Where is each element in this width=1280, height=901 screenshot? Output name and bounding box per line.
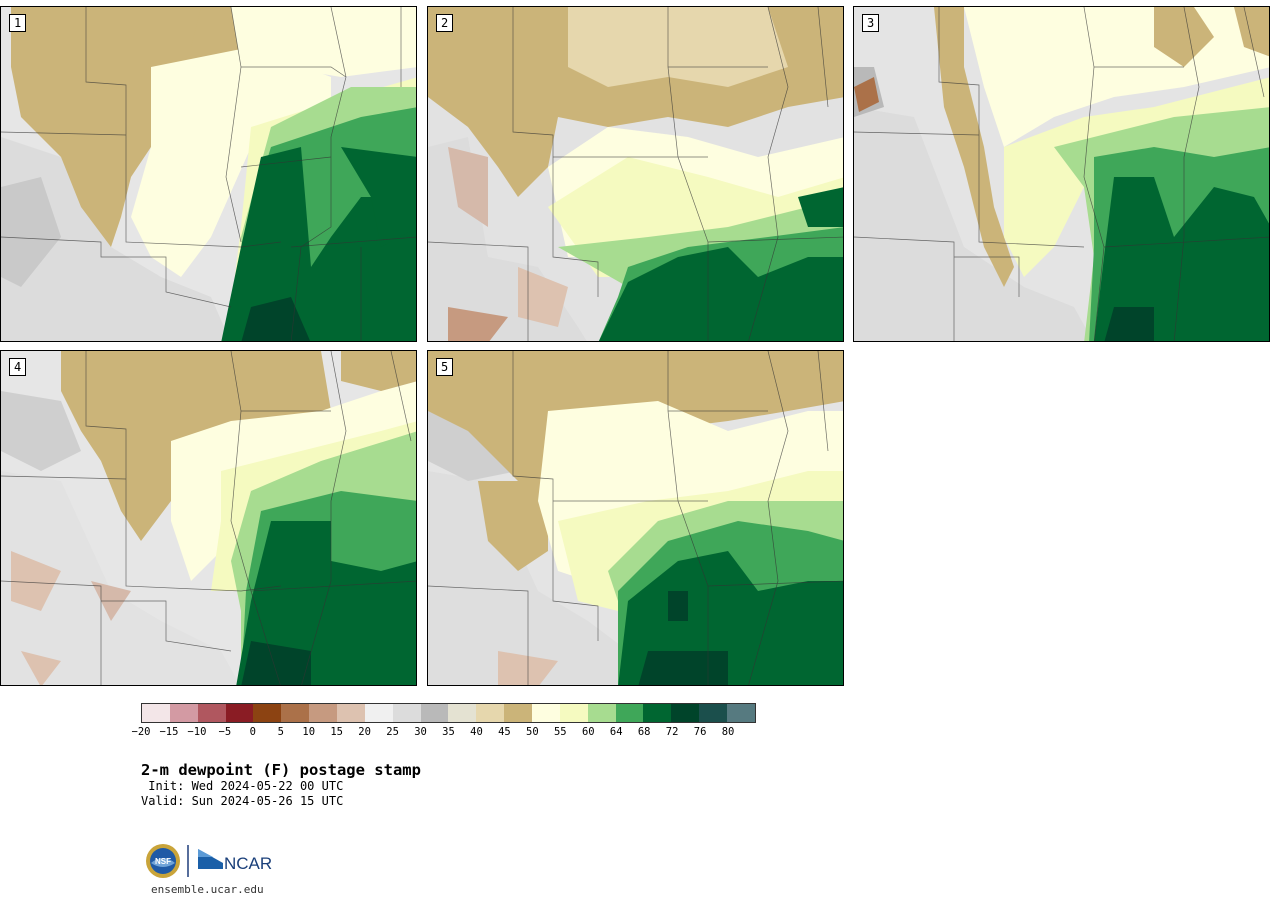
colorbar-segment [699, 704, 728, 722]
colorbar-segment [281, 704, 310, 722]
colorbar-tick-label: 60 [581, 726, 595, 738]
colorbar-tick-label: 0 [249, 726, 256, 738]
valid-time: Valid: Sun 2024-05-26 15 UTC [141, 794, 344, 808]
colorbar-tick-label: 50 [526, 726, 539, 738]
init-time: Init: Wed 2024-05-22 00 UTC [141, 779, 344, 793]
colorbar-tick-label: 64 [609, 726, 623, 738]
colorbar-segment [476, 704, 505, 722]
colorbar-tick-label: −10 [187, 726, 207, 738]
colorbar-segment [587, 704, 616, 722]
colorbar-segment [169, 704, 198, 722]
colorbar [141, 703, 756, 723]
colorbar-segment [197, 704, 226, 722]
colorbar-tick-label: 76 [693, 726, 707, 738]
ncar-logo-icon: NCAR [198, 849, 272, 873]
colorbar-tick-label: 68 [637, 726, 651, 738]
colorbar-tick-label: 40 [470, 726, 483, 738]
colorbar-segment [392, 704, 421, 722]
map-panel-5: 5 [427, 350, 844, 686]
colorbar-tick-label: 80 [721, 726, 735, 738]
map-panel-1: 1 [0, 6, 417, 342]
ncar-text: NCAR [224, 854, 272, 873]
dewpoint-map-1 [1, 7, 416, 341]
logo-group: NSF NCAR [145, 843, 285, 879]
dewpoint-map-5 [428, 351, 843, 685]
colorbar-tick-label: 20 [358, 726, 371, 738]
colorbar-segment [337, 704, 365, 722]
site-url: ensemble.ucar.edu [151, 883, 264, 896]
colorbar-tick-label: −15 [159, 726, 179, 738]
colorbar-segment [448, 704, 477, 722]
dewpoint-map-2 [428, 7, 843, 341]
colorbar-tick-label: 72 [665, 726, 679, 738]
colorbar-segment [532, 704, 560, 722]
colorbar-segment [727, 704, 755, 722]
nsf-ncar-logo: NSF NCAR [146, 844, 272, 878]
nsf-text: NSF [155, 857, 171, 866]
panel-label: 1 [9, 14, 27, 32]
map-panel-4: 4 [0, 350, 417, 686]
colorbar-segment [364, 704, 393, 722]
colorbar-tick-label: 55 [553, 726, 567, 738]
colorbar-tick-label: −5 [218, 726, 232, 738]
map-panel-3: 3 [853, 6, 1270, 342]
colorbar-segment [309, 704, 338, 722]
panel-label: 3 [862, 14, 880, 32]
panel-label: 5 [436, 358, 454, 376]
colorbar-tick-label: 25 [386, 726, 399, 738]
panel-label: 2 [436, 14, 454, 32]
colorbar-segment [420, 704, 449, 722]
colorbar-segment [559, 704, 588, 722]
colorbar-segment [671, 704, 700, 722]
colorbar-segment [225, 704, 254, 722]
colorbar-tick-label: 10 [302, 726, 316, 738]
colorbar-ticks: −20 −15 −10 −5 0 5 10 15 20 25 30 35 40 45 50 55 60 64 68 7… [132, 726, 756, 740]
colorbar-segment [253, 704, 282, 722]
product-title: 2-m dewpoint (F) postage stamp [141, 761, 421, 779]
colorbar-tick-label: 5 [277, 726, 284, 738]
dewpoint-map-4 [1, 351, 416, 685]
colorbar-tick-label: −20 [131, 726, 151, 738]
nsf-seal-icon: NSF [146, 844, 180, 878]
colorbar-segment [615, 704, 644, 722]
dewpoint-map-3 [854, 7, 1269, 341]
colorbar-tick-label: 35 [442, 726, 455, 738]
colorbar-segment [643, 704, 672, 722]
colorbar-segment [504, 704, 533, 722]
map-panel-2: 2 [427, 6, 844, 342]
colorbar-tick-label: 15 [330, 726, 343, 738]
colorbar-tick-label: 45 [498, 726, 511, 738]
panel-label: 4 [9, 358, 27, 376]
colorbar-tick-label: 30 [414, 726, 427, 738]
colorbar-segment [142, 704, 170, 722]
